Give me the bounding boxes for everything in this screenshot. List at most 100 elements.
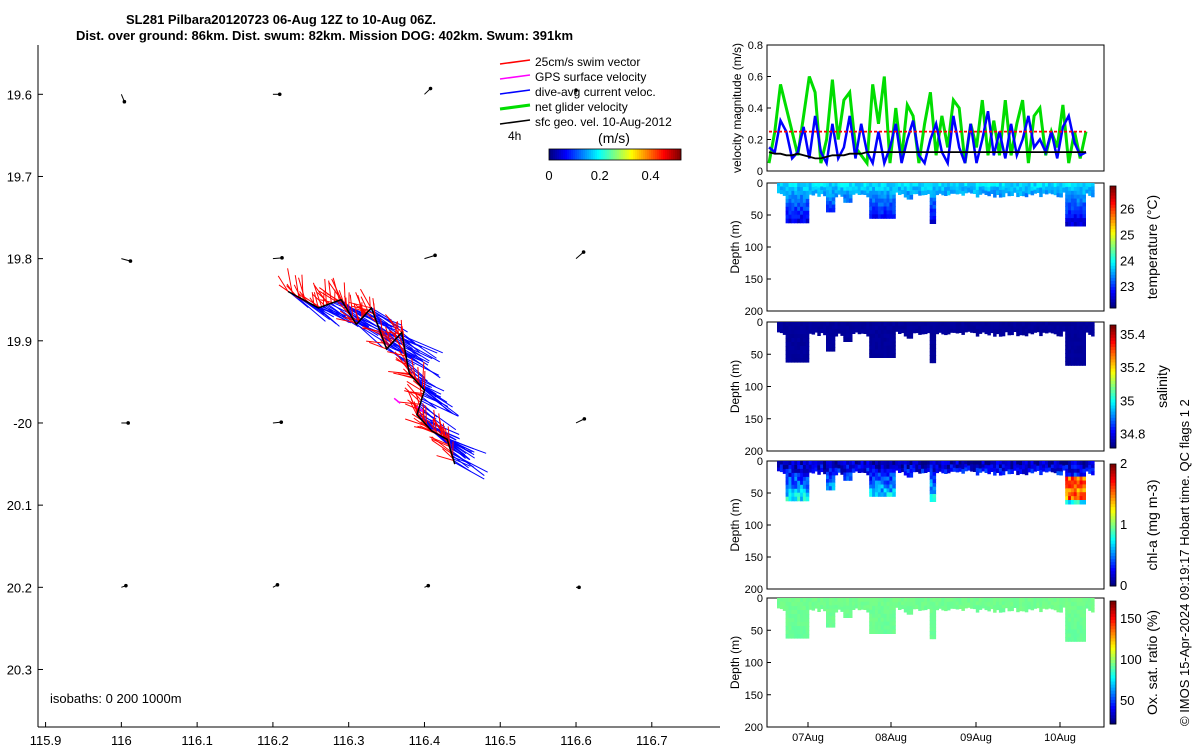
section-data-cell: [1070, 598, 1075, 603]
section-data-cell: [802, 626, 807, 631]
section-data-cell: [949, 467, 954, 472]
section-colorbar-cell: [1110, 417, 1116, 421]
section-data-cell: [1036, 326, 1040, 333]
section-data-cell: [1065, 222, 1069, 227]
section-data-cell: [1070, 621, 1075, 627]
section-data-cell: [805, 322, 810, 327]
section-data-cell: [1019, 465, 1023, 470]
section-data-cell: [1076, 222, 1081, 227]
map-x-tick-label: 116.5: [484, 733, 516, 748]
section-data-cell: [1070, 333, 1075, 339]
section-data-cell: [1073, 598, 1078, 603]
section-data-cell: [926, 329, 931, 334]
section-data-cell: [883, 186, 888, 192]
section-data-cell: [805, 488, 810, 494]
section-data-cell: [800, 480, 804, 486]
section-data-cell: [932, 486, 937, 491]
section-data-cell: [944, 183, 948, 188]
section-data-cell: [883, 476, 888, 482]
section-data-cell: [877, 198, 882, 204]
section-data-cell: [1073, 625, 1078, 630]
section-data-cell: [840, 322, 844, 327]
section-data-cell: [1079, 206, 1084, 211]
section-data-cell: [875, 609, 879, 615]
section-data-cell: [1042, 601, 1046, 606]
section-data-cell: [1079, 333, 1084, 339]
section-colorbar-cell: [1110, 570, 1116, 575]
section-data-cell: [883, 617, 888, 623]
section-data-cell: [1068, 496, 1072, 501]
section-data-cell: [849, 601, 853, 607]
section-data-cell: [889, 183, 893, 188]
section-data-cell: [820, 325, 824, 330]
section-data-cell: [1047, 189, 1052, 194]
section-data-cell: [987, 191, 991, 197]
section-data-cell: [863, 183, 867, 188]
section-data-cell: [788, 194, 792, 200]
section-data-cell: [918, 598, 922, 603]
section-data-cell: [869, 206, 873, 211]
section-data-cell: [889, 621, 893, 627]
section-data-cell: [1073, 322, 1078, 327]
section-data-cell: [877, 621, 882, 627]
section-colorbar-cell: [1110, 604, 1116, 608]
section-data-cell: [877, 337, 882, 343]
section-data-cell: [889, 468, 893, 474]
section-data-cell: [869, 337, 873, 343]
section-data-cell: [929, 351, 934, 356]
section-data-cell: [941, 325, 945, 331]
speed-colorbar-cell: [595, 149, 598, 160]
section-data-cell: [886, 349, 890, 355]
section-data-cell: [1082, 183, 1086, 188]
section-data-cell: [800, 634, 804, 639]
section-data-cell: [788, 346, 792, 351]
section-data-cell: [1013, 187, 1017, 193]
chart-title-line1: SL281 Pilbara20120723 06-Aug 12Z to 10-A…: [126, 12, 436, 27]
section-colorbar-cell: [1110, 283, 1116, 288]
section-data-cell: [802, 358, 807, 363]
section-data-cell: [996, 329, 1000, 335]
section-data-cell: [961, 191, 965, 196]
section-colorbar-cell: [1110, 280, 1116, 285]
section-data-cell: [949, 328, 954, 333]
section-data-cell: [1045, 464, 1049, 469]
section-data-cell: [785, 480, 790, 486]
section-data-cell: [932, 340, 937, 345]
section-colorbar-frame: [1109, 185, 1117, 309]
section-data-cell: [877, 613, 882, 619]
section-data-cell: [828, 608, 833, 614]
section-colorbar-cell: [1110, 429, 1116, 434]
section-data-cell: [900, 325, 905, 330]
section-data-cell: [883, 345, 888, 351]
section-data-cell: [779, 598, 784, 603]
section-data-cell: [1079, 464, 1084, 470]
section-data-cell: [1013, 598, 1017, 604]
section-data-cell: [802, 480, 807, 486]
section-data-cell: [932, 201, 937, 206]
section-data-cell: [788, 618, 792, 623]
section-colorbar-cell: [1110, 607, 1116, 611]
swim-vector: [432, 419, 435, 433]
section-data-cell: [932, 598, 937, 603]
geo-velocity-arrowhead: [128, 259, 133, 263]
section-data-cell: [912, 190, 916, 195]
section-data-cell: [779, 322, 784, 327]
section-data-cell: [1050, 183, 1055, 188]
section-data-cell: [912, 183, 916, 188]
section-data-cell: [880, 464, 885, 470]
section-data-cell: [1076, 492, 1081, 497]
section-colorbar-cell: [1110, 301, 1116, 306]
section-data-cell: [805, 476, 810, 482]
map-x-tick-label: 116.2: [257, 733, 289, 748]
current-velocity-vector: [447, 440, 472, 453]
section-data-cell: [892, 198, 896, 204]
section-data-cell: [777, 464, 781, 468]
section-data-cell: [777, 604, 781, 609]
section-data-cell: [889, 464, 893, 470]
section-data-cell: [883, 605, 888, 611]
section-data-cell: [898, 325, 902, 331]
section-data-cell: [981, 322, 986, 326]
section-data-cell: [785, 346, 790, 351]
section-data-cell: [895, 183, 899, 189]
section-data-cell: [1042, 189, 1046, 194]
